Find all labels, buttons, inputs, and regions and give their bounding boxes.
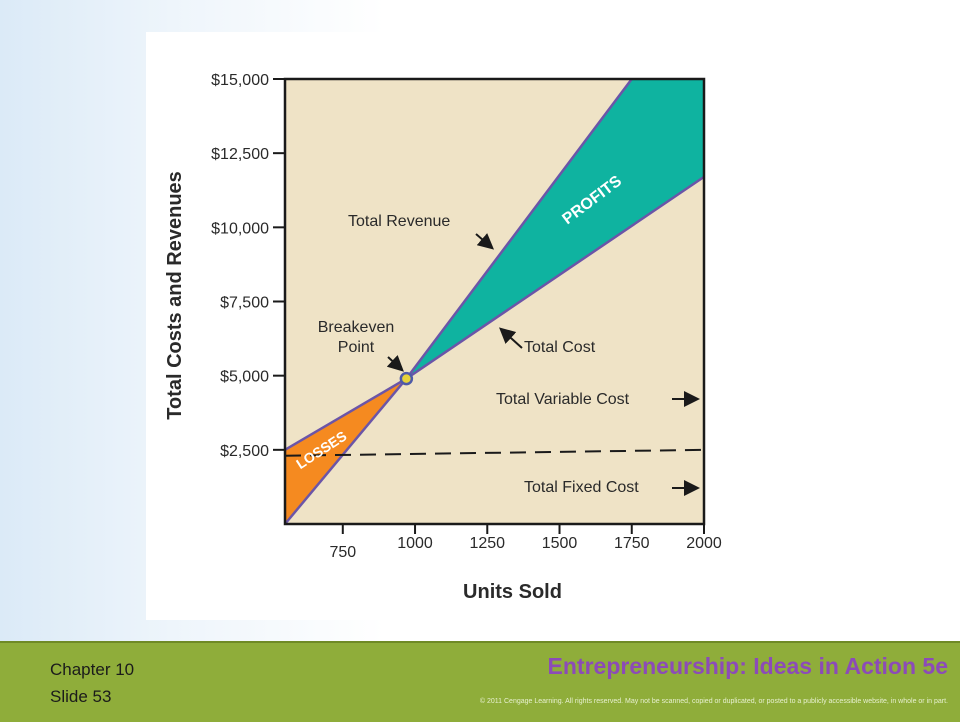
x-axis-title: Units Sold [463,581,562,603]
y-tick-label: $15,000 [211,72,269,89]
x-tick-label: 1500 [542,535,578,552]
x-tick-label: 1250 [469,535,505,552]
y-tick-label: $10,000 [211,220,269,237]
profits-region [406,79,704,379]
breakeven-point-marker [399,371,414,386]
y-tick-label: $2,500 [220,443,269,460]
x-tick-label: 1000 [397,535,433,552]
breakeven-label: Point [338,339,375,356]
copyright-notice: © 2011 Cengage Learning. All rights rese… [479,698,948,705]
slide-number: Slide 53 [50,687,112,706]
total-cost-annotation: Total Cost [524,339,596,356]
total-fixed-cost-annotation: Total Fixed Cost [524,479,639,496]
x-tick-label: 2000 [686,535,722,552]
total-revenue-annotation: Total Revenue [348,213,450,230]
total-fixed-cost-line [284,448,705,457]
slide-footer: Chapter 10 Slide 53 Entrepreneurship: Id… [0,641,960,722]
chart-panel: $2,500 $5,000 $7,500 $10,000 $12,500 $15,000 7… [146,32,754,620]
total-cost-arrow [499,327,523,349]
chapter-label: Chapter 10 [50,660,135,679]
total-variable-cost-annotation: Total Variable Cost [496,391,630,408]
y-tick-label: $5,000 [220,369,269,386]
y-tick-label: $7,500 [220,295,269,312]
x-tick-label: 1750 [614,535,650,552]
y-tick-label: $12,500 [211,146,269,163]
breakeven-chart: $2,500 $5,000 $7,500 $10,000 $12,500 $15,000 7… [164,72,722,603]
total-revenue-arrow [475,233,495,250]
y-axis-title: Total Costs and Revenues [164,171,186,420]
breakeven-label: Breakeven [318,319,395,336]
x-tick-label: 750 [329,544,356,561]
breakeven-arrow [386,354,404,372]
book-title: Entrepreneurship: Ideas in Action 5e [547,653,948,679]
